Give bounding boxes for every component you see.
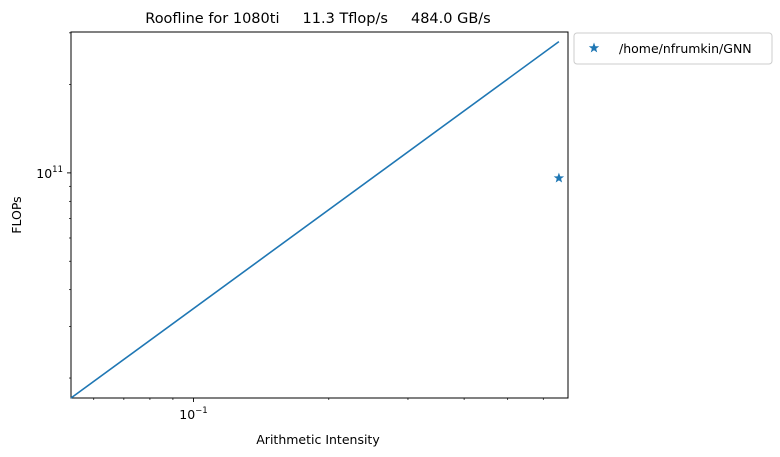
- chart-title: Roofline for 1080ti 11.3 Tflop/s 484.0 G…: [145, 11, 490, 27]
- y-tick-label: 1011: [36, 165, 63, 181]
- legend-entry-label: /home/nfrumkin/GNN: [619, 41, 752, 56]
- chart-marks: [70, 40, 565, 399]
- legend-star: [588, 42, 600, 53]
- legend-box: [573, 32, 773, 65]
- axes-frame: [70, 31, 569, 399]
- x-axis-ticks: 10−1: [93, 398, 544, 422]
- roofline-line: [70, 40, 560, 399]
- legend: /home/nfrumkin/GNN: [573, 32, 773, 65]
- data-point-star: [553, 172, 565, 183]
- y-axis-label: FLOPs: [9, 196, 24, 233]
- legend-star-marker: [588, 42, 600, 53]
- plot-area: [70, 31, 569, 399]
- x-tick-label: 10−1: [179, 406, 207, 422]
- y-axis-ticks: 1011: [36, 32, 71, 379]
- x-axis-label: Arithmetic Intensity: [256, 432, 380, 447]
